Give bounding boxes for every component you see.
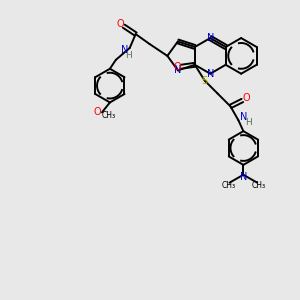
Text: N: N <box>240 112 247 122</box>
Text: CH₃: CH₃ <box>251 181 265 190</box>
Text: N: N <box>240 172 247 182</box>
Text: H: H <box>125 51 132 60</box>
Text: N: N <box>207 69 214 79</box>
Text: CH₃: CH₃ <box>221 181 236 190</box>
Text: N: N <box>121 45 128 55</box>
Text: CH₃: CH₃ <box>102 111 116 120</box>
Text: H: H <box>245 118 252 127</box>
Text: O: O <box>116 19 124 29</box>
Text: N: N <box>207 33 214 43</box>
Text: S: S <box>202 76 208 85</box>
Text: O: O <box>173 62 181 72</box>
Text: N: N <box>174 65 182 75</box>
Text: O: O <box>93 107 101 117</box>
Text: O: O <box>242 94 250 103</box>
